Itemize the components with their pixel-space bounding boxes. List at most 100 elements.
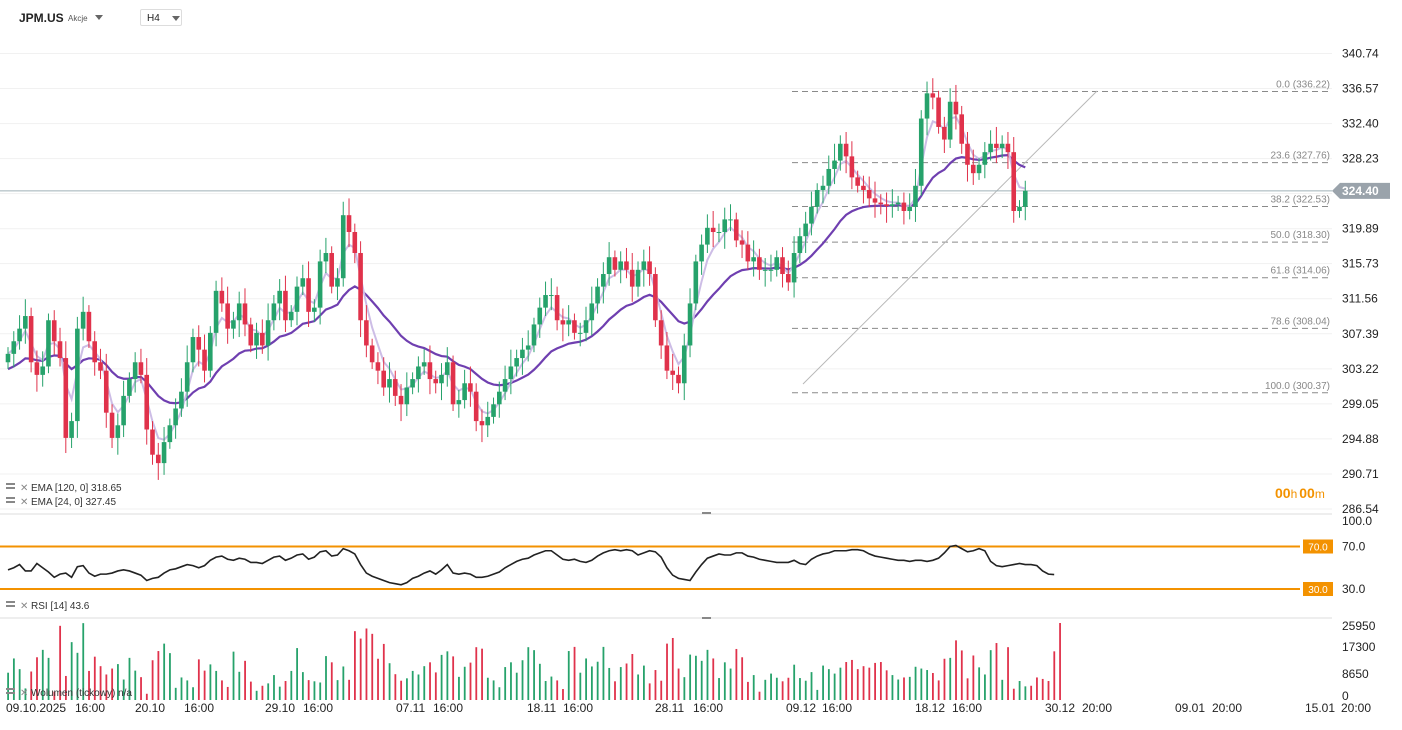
ema-120-line[interactable]	[7, 154, 1026, 405]
symbol-name[interactable]: JPM.US	[19, 11, 64, 25]
candle-body	[525, 345, 531, 350]
volume-bar	[637, 674, 640, 700]
candle-body	[612, 257, 618, 270]
remove-icon[interactable]: ✕	[20, 483, 28, 494]
candle-body	[745, 244, 751, 262]
remove-icon[interactable]: ✕	[20, 601, 28, 612]
indicator-legend-ema24[interactable]: ✕ EMA [24, 0] 327.45	[6, 497, 116, 508]
indicator-legend-ema120[interactable]: ✕ EMA [120, 0] 318.65	[6, 483, 122, 494]
pane-resize-handle[interactable]	[702, 512, 711, 514]
candle-body	[953, 101, 959, 115]
candle-body	[1005, 143, 1011, 153]
volume-bar	[683, 677, 686, 700]
candle-body	[150, 429, 155, 455]
volume-bar	[65, 675, 67, 700]
volume-bar	[244, 660, 246, 700]
volume-bar	[192, 687, 194, 700]
candle-body	[202, 349, 207, 371]
remove-icon[interactable]: ✕	[20, 497, 28, 508]
volume-bar	[278, 686, 281, 700]
timeframe-value: H4	[147, 13, 160, 24]
candle-body	[57, 341, 63, 359]
candle-body	[976, 164, 982, 174]
candle-body	[242, 303, 248, 325]
candle-body	[693, 261, 699, 304]
candle-body	[51, 320, 57, 342]
candle-body	[866, 189, 872, 199]
volume-bar	[417, 674, 420, 700]
volume-bar	[758, 691, 761, 700]
volume-bar	[943, 658, 946, 700]
rsi-lower-tag-text: 30.0	[1308, 585, 1328, 596]
chevron-down-icon[interactable]	[95, 15, 103, 20]
volume-bar	[544, 681, 547, 700]
fibonacci-retracement[interactable]: 0.0 (336.22) 23.6 (327.76) 38.2 (322.53) 50…	[792, 79, 1332, 394]
rsi-line[interactable]	[7, 544, 1055, 586]
rsi-legend-text: RSI [14] 43.6	[31, 601, 90, 612]
candle-body	[485, 416, 491, 426]
grid	[0, 53, 1332, 510]
ema-24-line[interactable]	[7, 115, 1026, 441]
candle-body	[479, 421, 485, 426]
volume-bar	[325, 656, 327, 700]
candle-body	[664, 345, 670, 371]
fibonacci-trend-line[interactable]	[802, 90, 1098, 385]
volume-legend-text: Wolumen (tickowy) n/a	[31, 688, 132, 699]
candle-body	[300, 278, 306, 287]
candle-body	[508, 366, 514, 380]
price-tick-label: 290.71	[1342, 467, 1379, 481]
candle-body	[537, 307, 543, 325]
candle-body	[595, 286, 600, 304]
candle-body	[861, 185, 866, 190]
time-tick-label: 18.12	[915, 701, 945, 715]
rsi-pane: 70.0 30.0 100.0 70.0 30.0	[0, 514, 1372, 596]
volume-bar	[741, 657, 744, 700]
volume-bar	[972, 655, 975, 700]
volume-bar	[984, 674, 986, 700]
price-tick-label: 294.88	[1342, 432, 1379, 446]
indicator-legend-volume[interactable]: ✕ Wolumen (tickowy) n/a	[6, 688, 132, 699]
candle-body	[658, 320, 664, 346]
countdown-hours: 00	[1275, 485, 1291, 501]
volume-bar	[1047, 681, 1050, 700]
candle-body	[757, 257, 762, 270]
candle-body	[364, 320, 369, 346]
ema-24-path[interactable]	[7, 115, 1026, 441]
volume-bar	[117, 664, 119, 700]
candle-body	[69, 421, 74, 438]
volume-bar	[602, 646, 605, 700]
volume-axis-label: 0	[1342, 689, 1349, 703]
volume-bar	[706, 649, 709, 700]
candle-body	[705, 227, 710, 245]
pane-resize-handle[interactable]	[702, 617, 711, 619]
timeframe-select[interactable]: H4	[140, 9, 182, 26]
volume-bar	[648, 683, 651, 700]
remove-icon[interactable]: ✕	[20, 688, 28, 699]
candle-body	[306, 278, 311, 312]
candle-body	[786, 274, 791, 283]
volume-bar	[978, 667, 981, 700]
volume-bar	[197, 659, 200, 700]
ema-120-path[interactable]	[7, 154, 1026, 405]
candle-body	[427, 362, 433, 380]
volume-bar	[718, 678, 720, 700]
volume-bar	[810, 672, 813, 700]
volume-bar	[1007, 647, 1009, 700]
chevron-down-icon[interactable]	[172, 16, 180, 21]
volume-bar	[770, 673, 772, 700]
indicator-legend-rsi[interactable]: ✕ RSI [14] 43.6	[6, 601, 90, 612]
candle-body	[670, 370, 675, 375]
volume-bar	[654, 670, 657, 700]
countdown-h: h	[1291, 487, 1298, 501]
volume-bar	[400, 680, 403, 700]
volume-bar	[267, 683, 270, 700]
candle-body	[803, 223, 808, 237]
volume-bar	[729, 668, 732, 700]
candle-body	[450, 362, 456, 405]
volume-bar	[596, 661, 599, 700]
price-tick-label: 340.74	[1342, 47, 1379, 61]
volume-bar	[30, 671, 33, 700]
candle-body	[404, 387, 410, 405]
volume-bar	[579, 672, 582, 700]
candle-body	[329, 253, 334, 287]
